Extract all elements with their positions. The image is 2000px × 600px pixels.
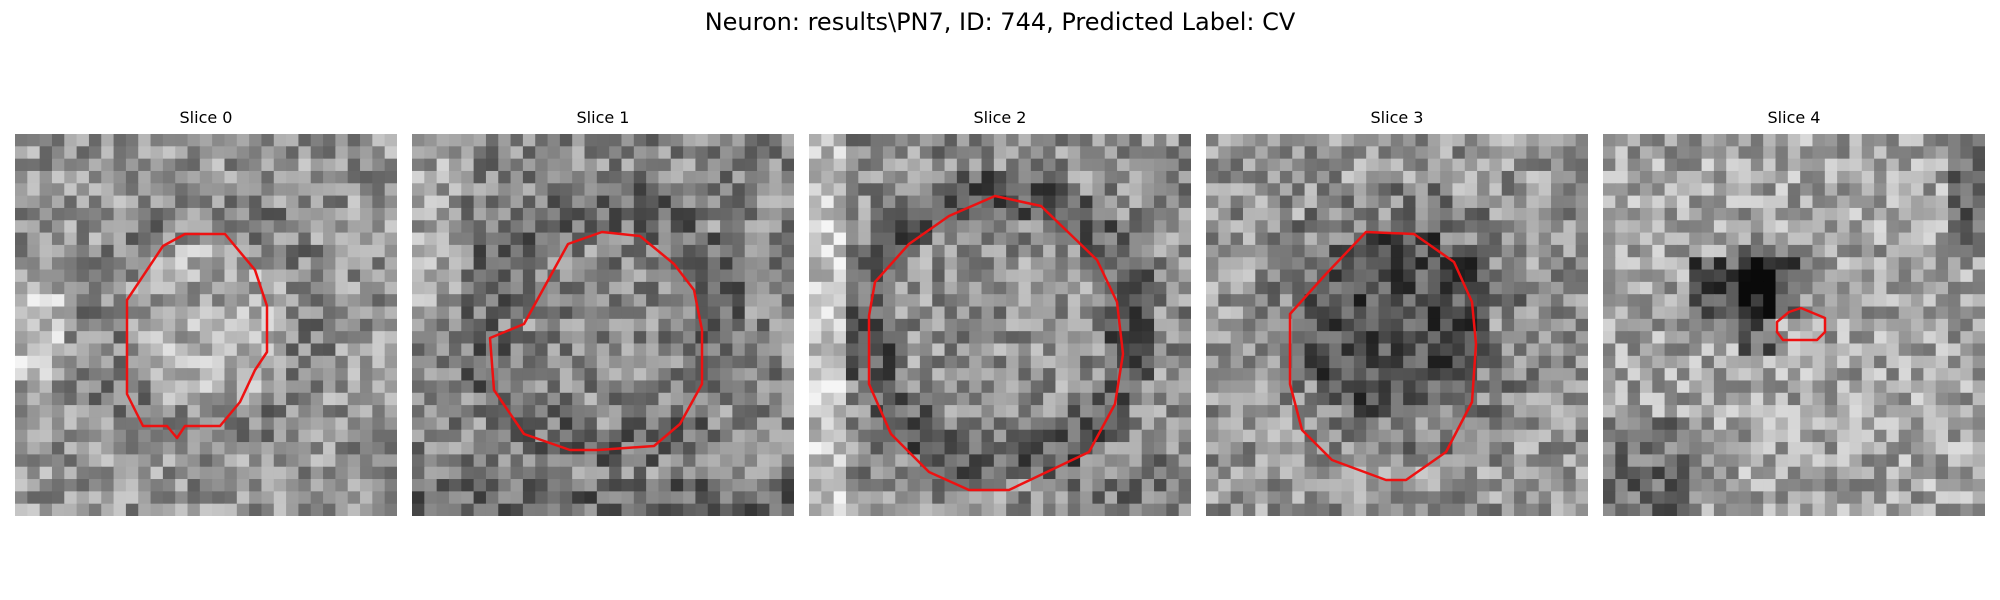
slice-title: Slice 0 — [179, 108, 233, 127]
figure-title: Neuron: results\PN7, ID: 744, Predicted … — [704, 8, 1296, 36]
segmentation-contour — [488, 230, 704, 452]
slice-image — [1603, 134, 1985, 516]
slice-image — [1206, 134, 1588, 516]
slice-title: Slice 2 — [973, 108, 1027, 127]
segmentation-contour — [125, 232, 269, 440]
pixel-grid — [1603, 134, 1985, 516]
slice-title: Slice 1 — [576, 108, 630, 127]
slice-title: Slice 4 — [1767, 108, 1821, 127]
pixel-grid — [412, 134, 794, 516]
segmentation-contour — [1775, 306, 1827, 342]
slice-image — [412, 134, 794, 516]
slice-title: Slice 3 — [1370, 108, 1424, 127]
pixel-grid — [1206, 134, 1588, 516]
pixel-grid — [15, 134, 397, 516]
pixel-grid — [809, 134, 1191, 516]
segmentation-contour — [1288, 230, 1478, 482]
segmentation-contour — [867, 194, 1125, 492]
slice-image — [809, 134, 1191, 516]
slice-image — [15, 134, 397, 516]
